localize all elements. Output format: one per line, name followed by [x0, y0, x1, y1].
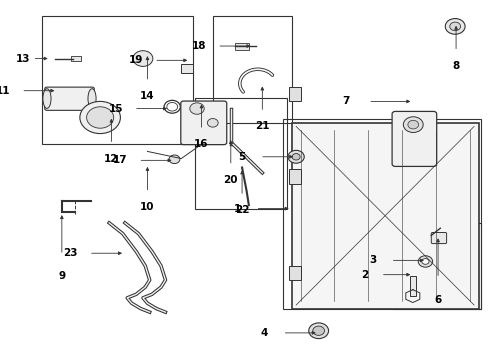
Text: 7: 7 — [341, 96, 348, 107]
FancyBboxPatch shape — [430, 233, 446, 244]
Text: 8: 8 — [451, 61, 459, 71]
Text: 10: 10 — [140, 202, 154, 212]
Bar — [212, 16, 291, 123]
Bar — [235, 43, 248, 50]
Circle shape — [189, 103, 204, 114]
FancyBboxPatch shape — [44, 87, 94, 111]
Circle shape — [80, 102, 120, 134]
Bar — [41, 16, 192, 144]
Circle shape — [445, 18, 464, 34]
Circle shape — [291, 154, 300, 160]
Circle shape — [169, 155, 180, 163]
Bar — [289, 169, 300, 184]
Text: 13: 13 — [16, 54, 31, 64]
Circle shape — [403, 117, 422, 132]
Circle shape — [417, 256, 432, 267]
Text: 14: 14 — [140, 91, 154, 101]
Text: 11: 11 — [0, 86, 11, 96]
Circle shape — [407, 120, 418, 129]
FancyBboxPatch shape — [391, 111, 436, 166]
Circle shape — [287, 150, 304, 163]
Text: 4: 4 — [261, 328, 268, 338]
Circle shape — [449, 22, 460, 31]
Text: 17: 17 — [113, 156, 127, 165]
Text: 23: 23 — [63, 248, 78, 258]
Text: 18: 18 — [192, 41, 206, 51]
Text: 20: 20 — [223, 175, 238, 185]
Circle shape — [133, 51, 153, 66]
Text: 6: 6 — [433, 295, 441, 305]
Text: 19: 19 — [129, 55, 143, 65]
Text: 9: 9 — [58, 271, 65, 282]
Text: 15: 15 — [108, 104, 123, 113]
Text: 2: 2 — [360, 270, 367, 280]
Bar — [194, 98, 286, 208]
Bar — [289, 266, 300, 280]
Text: 22: 22 — [234, 205, 249, 215]
Circle shape — [86, 107, 113, 128]
Text: 16: 16 — [194, 139, 208, 149]
Circle shape — [207, 118, 218, 127]
Bar — [181, 64, 192, 73]
Text: 3: 3 — [368, 255, 376, 265]
Text: 1: 1 — [233, 203, 241, 213]
FancyBboxPatch shape — [181, 101, 226, 145]
Circle shape — [308, 323, 328, 339]
Text: 12: 12 — [104, 154, 119, 163]
Text: 21: 21 — [255, 121, 269, 131]
Circle shape — [312, 326, 324, 336]
Ellipse shape — [43, 89, 51, 108]
Bar — [392, 223, 480, 309]
Bar — [291, 123, 478, 309]
Circle shape — [421, 258, 428, 264]
Ellipse shape — [88, 89, 96, 108]
Bar — [289, 87, 300, 102]
Bar — [282, 119, 480, 309]
Bar — [71, 57, 81, 61]
Text: 5: 5 — [238, 152, 245, 162]
Bar — [409, 276, 415, 296]
